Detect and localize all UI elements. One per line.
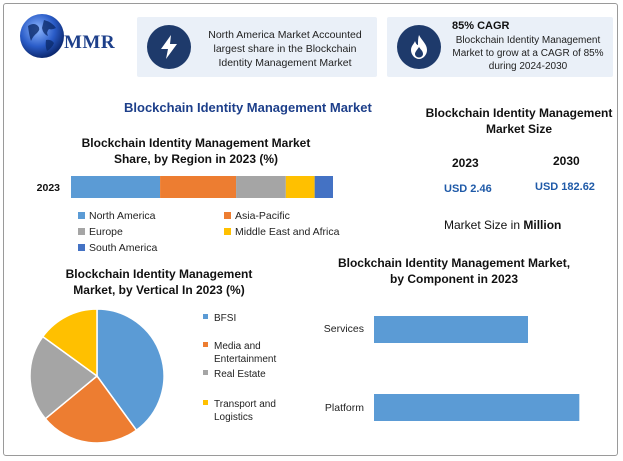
market-size-caption-unit: Million	[523, 218, 562, 232]
pie-legend-label-real-estate: Real Estate	[214, 369, 266, 380]
infographic-frame: MMR North America Market Accounted large…	[3, 3, 618, 456]
component-label-platform: Platform	[325, 402, 364, 414]
region-bar-segment-north-america	[71, 176, 161, 198]
component-label-services: Services	[324, 323, 364, 335]
legend-swatch-south-america	[78, 244, 85, 251]
pie-legend-label-bfsi: BFSI	[214, 313, 236, 324]
year-2023-label: 2023	[452, 156, 479, 170]
pie-legend-label-transport-and-logistics: Transport and Logistics	[214, 399, 276, 423]
region-bar-segment-asia-pacific	[160, 176, 237, 198]
pie-slice-bfsi	[96, 308, 165, 432]
legend-label-north-america: North America	[89, 210, 156, 222]
globe-logo-icon	[18, 12, 66, 60]
legend-label-south-america: South America	[89, 242, 157, 254]
component-chart-title: Blockchain Identity Management Market, b…	[337, 256, 571, 286]
market-size-caption-prefix: Market Size in	[444, 218, 524, 232]
flame-icon	[397, 25, 441, 69]
pie-legend-swatch-real-estate	[203, 370, 208, 375]
legend-swatch-middle-east-africa	[224, 228, 231, 235]
pie-slice-media-and-entertainment	[44, 374, 138, 444]
legend-label-middle-east-africa: Middle East and Africa	[235, 226, 340, 238]
region-bar-segment-south-america	[314, 176, 333, 198]
logo-text: MMR	[64, 32, 116, 53]
pie-slice-real-estate	[29, 335, 99, 420]
headline-box-cagr: 85% CAGR Blockchain Identity Management …	[387, 17, 613, 77]
legend-label-europe: Europe	[89, 226, 123, 238]
market-size-title: Blockchain Identity Management Market Si…	[425, 106, 613, 136]
market-size-2030-value: USD 182.62	[535, 181, 595, 193]
region-bar-segment-middle-east-africa	[285, 176, 315, 198]
pie-legend-label-media-and-entertainment: Media and Entertainment	[214, 341, 276, 365]
year-2030-label: 2030	[553, 154, 580, 168]
region-stacked-bar-chart: 2023 North America Asia-Pacific Europe Middl…	[37, 176, 340, 254]
headline-region-text: North America Market Accounted largest s…	[208, 29, 362, 69]
lightning-icon	[147, 25, 191, 69]
legend-swatch-north-america	[78, 212, 85, 219]
vertical-pie-chart: BFSI Media and Entertainment Real Estate Tra…	[29, 308, 276, 444]
region-bar-segment-europe	[236, 176, 286, 198]
cagr-title: 85% CAGR	[452, 20, 510, 32]
component-bar-platform	[374, 394, 580, 421]
legend-swatch-europe	[78, 228, 85, 235]
market-size-caption: Market Size in Million	[444, 218, 561, 232]
headline-cagr-text: Blockchain Identity Management Market to…	[452, 35, 604, 72]
component-bar-services	[374, 316, 528, 343]
pie-slice-transport-and-logistics	[41, 308, 98, 378]
legend-label-asia-pacific: Asia-Pacific	[235, 210, 290, 222]
legend-swatch-asia-pacific	[224, 212, 231, 219]
pie-legend-swatch-bfsi	[203, 314, 208, 319]
region-chart-title: Blockchain Identity Management Market Sh…	[81, 136, 311, 166]
headline-box-region: North America Market Accounted largest s…	[137, 17, 377, 77]
pie-legend-swatch-transport-and-logistics	[203, 400, 208, 405]
vertical-chart-title: Blockchain Identity Management Market, b…	[65, 267, 253, 297]
market-size-2023-value: USD 2.46	[444, 183, 492, 195]
component-bar-chart: Services Platform	[324, 316, 580, 421]
region-category-label: 2023	[37, 182, 61, 194]
pie-legend-swatch-media-and-entertainment	[203, 342, 208, 347]
page-title: Blockchain Identity Management Market	[124, 100, 372, 115]
